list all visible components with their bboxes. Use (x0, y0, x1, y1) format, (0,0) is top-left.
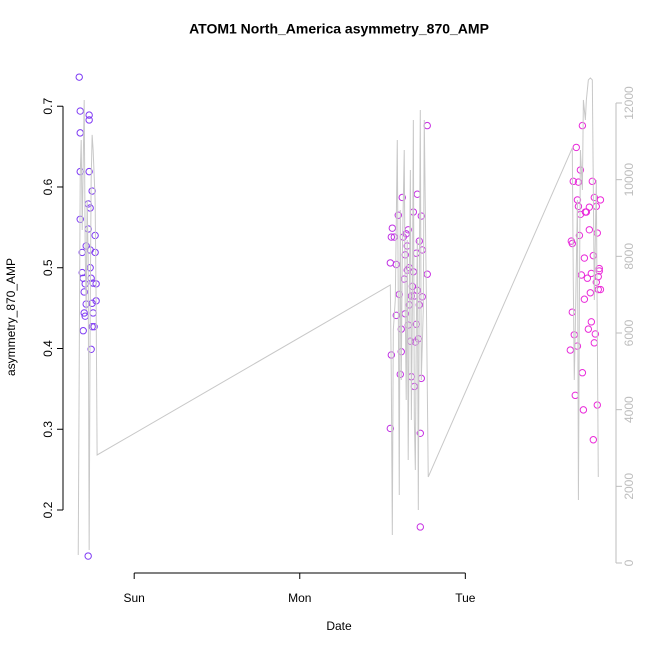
data-point (85, 111, 93, 119)
data-point (590, 339, 599, 347)
data-point (81, 280, 89, 288)
x-axis-label: Date (326, 619, 352, 633)
data-point (88, 299, 96, 307)
data-point (579, 406, 588, 414)
data-point (80, 309, 88, 317)
data-point (406, 337, 415, 345)
data-point (586, 289, 595, 297)
y2-tick-label: 6000 (622, 319, 636, 346)
data-point (76, 129, 84, 137)
data-point (590, 193, 599, 202)
data-line (77, 77, 599, 555)
data-point (417, 212, 425, 220)
data-point (572, 143, 580, 152)
y2-tick-label: 4000 (622, 396, 636, 423)
data-point (418, 246, 426, 254)
data-point (423, 270, 431, 278)
data-point (589, 436, 598, 444)
y-tick-label: 0.3 (41, 421, 55, 438)
data-point (388, 224, 397, 232)
y-axis-label: asymmetry_870_AMP (4, 258, 18, 376)
data-point (75, 73, 83, 81)
data-point (85, 116, 93, 124)
data-point (398, 193, 406, 202)
chart-title: ATOM1 North_America asymmetry_870_AMP (189, 21, 489, 37)
data-point (85, 167, 93, 176)
data-point (568, 308, 576, 316)
data-point (591, 330, 600, 338)
data-point (580, 254, 589, 262)
data-point (574, 202, 583, 211)
data-point (76, 107, 84, 115)
data-point (568, 239, 576, 248)
y2-tick-label: 2000 (622, 473, 636, 500)
y-tick-label: 0.6 (41, 178, 55, 195)
y-tick-label: 0.5 (41, 259, 55, 276)
data-point (392, 260, 400, 269)
data-point (416, 429, 424, 437)
data-point (596, 196, 605, 204)
y-tick-label: 0.4 (41, 340, 55, 357)
data-point (580, 295, 589, 303)
x-tick-label: Sun (124, 591, 145, 605)
data-point (578, 369, 587, 377)
data-point (578, 121, 587, 130)
data-point (82, 242, 90, 250)
x-tick-label: Tue (455, 591, 476, 605)
data-point (87, 345, 95, 354)
data-point (84, 200, 92, 208)
data-point (584, 325, 593, 333)
y-tick-label: 0.7 (41, 98, 55, 115)
data-point (595, 267, 603, 275)
data-point (90, 322, 98, 331)
y2-tick-label: 0 (622, 559, 636, 566)
data-point (585, 203, 594, 211)
data-point (569, 177, 577, 186)
data-point (80, 288, 88, 296)
y2-tick-label: 10000 (622, 163, 636, 197)
data-point (423, 121, 431, 130)
y2-tick-label: 8000 (622, 243, 636, 270)
y-tick-label: 0.2 (41, 501, 55, 518)
data-point (386, 259, 395, 267)
data-point (577, 271, 586, 279)
data-point (387, 233, 396, 241)
x-tick-label: Mon (288, 591, 311, 605)
data-point (89, 309, 97, 317)
data-point (571, 391, 579, 400)
data-point (418, 293, 426, 301)
data-point (79, 327, 87, 335)
data-point (396, 370, 404, 379)
data-point (566, 346, 575, 354)
data-point (394, 211, 402, 219)
data-point (588, 177, 597, 186)
y2-tick-label: 12000 (622, 86, 636, 120)
data-point (595, 264, 603, 273)
data-point (583, 274, 592, 282)
data-point (84, 552, 92, 560)
data-point (585, 226, 594, 234)
data-point (587, 318, 596, 326)
data-point (594, 285, 602, 294)
data-point (88, 322, 96, 331)
data-point (86, 204, 94, 212)
data-point (404, 321, 412, 329)
data-point (395, 290, 403, 299)
data-point (416, 523, 424, 531)
data-point (88, 187, 96, 195)
data-point (386, 424, 395, 433)
